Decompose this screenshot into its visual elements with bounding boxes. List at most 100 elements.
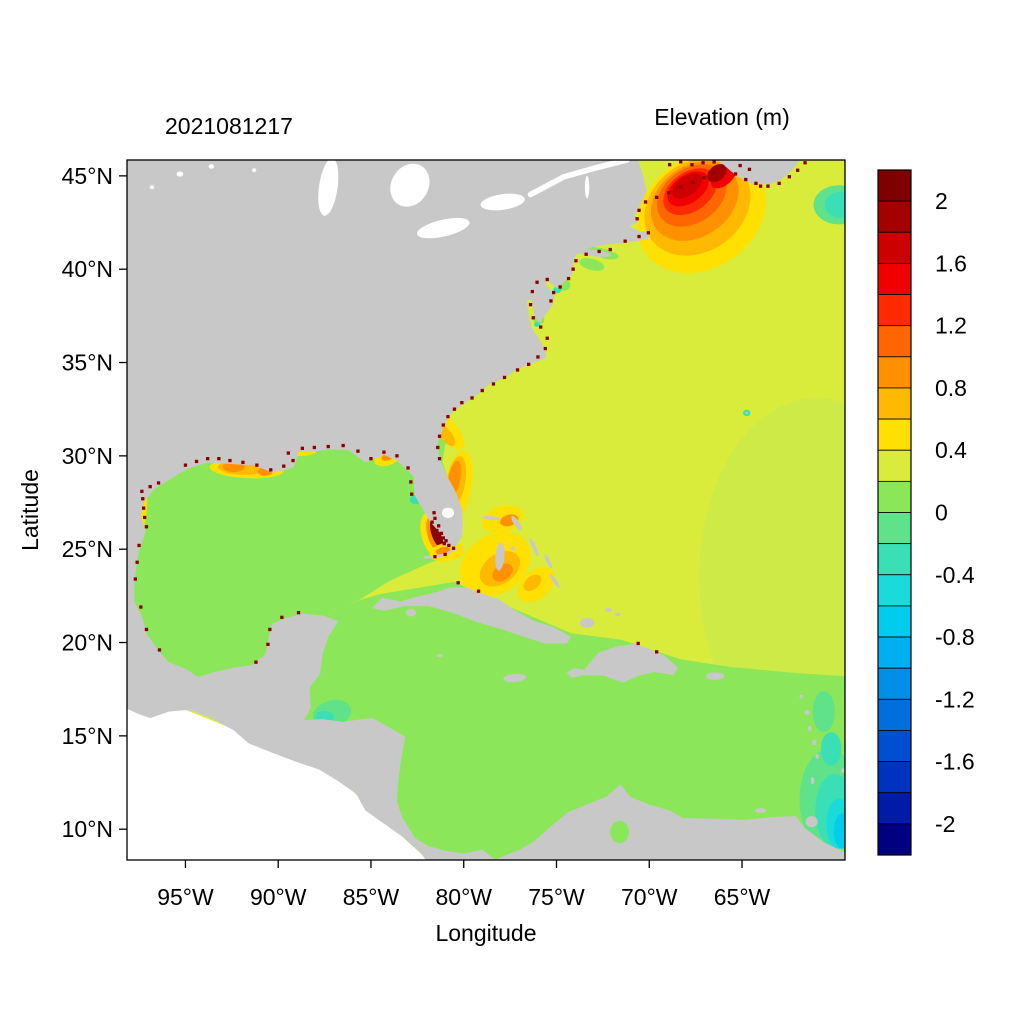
land-north-america <box>127 160 650 860</box>
colorbar-band <box>877 169 912 202</box>
flooded-coastal-cells <box>787 175 791 179</box>
flooded-coastal-cells <box>228 458 232 463</box>
colorbar-band <box>877 263 912 295</box>
gulf-of-mexico-band <box>127 433 460 693</box>
y-tick-label: 25°N <box>62 536 113 562</box>
land-turks <box>614 612 621 617</box>
colorbar-band <box>877 512 912 545</box>
flooded-coastal-cells <box>326 444 330 449</box>
flooded-coastal-cells <box>679 185 683 189</box>
flooded-coastal-cells <box>369 457 373 461</box>
flooded-coastal-cells <box>409 480 413 484</box>
flooded-coastal-cells <box>443 552 447 557</box>
land-abaco <box>511 516 522 531</box>
y-tick-label: 15°N <box>62 723 113 749</box>
colorbar-tick-label: 0.8 <box>935 375 967 401</box>
land-hispaniola <box>566 644 678 683</box>
colorbar-band <box>877 761 912 794</box>
x-axis-label: Longitude <box>435 920 536 946</box>
flooded-coastal-cells <box>668 163 672 167</box>
small-lake-4 <box>251 168 257 173</box>
land-cat-island <box>544 554 552 569</box>
flooded-coastal-cells <box>566 276 571 281</box>
small-lake-1 <box>176 171 184 177</box>
flooded-coastal-cells <box>535 280 539 284</box>
flooded-coastal-cells <box>406 466 410 470</box>
flooded-coastal-cells <box>141 497 145 501</box>
flooded-coastal-cells <box>643 200 648 204</box>
flooded-coastal-cells <box>667 191 671 195</box>
flooded-coastal-cells <box>437 457 442 461</box>
flooded-coastal-cells <box>194 459 199 464</box>
flooded-coastal-cells <box>286 451 290 455</box>
flooded-coastal-cells <box>712 170 716 174</box>
lake-okeechobee <box>441 507 455 518</box>
flooded-coastal-cells <box>437 434 442 438</box>
flooded-coastal-cells <box>530 289 534 294</box>
flooded-coastal-cells <box>441 536 445 540</box>
land-nova-scotia <box>717 160 800 185</box>
flooded-coastal-cells <box>435 528 439 533</box>
colorbar-tick-label: -0.8 <box>935 624 975 650</box>
land-south-america <box>493 784 845 860</box>
flooded-coastal-cells <box>584 252 588 256</box>
flooded-coastal-cells <box>266 642 270 646</box>
land-trinidad <box>805 816 818 828</box>
florida-keys <box>423 547 458 559</box>
flooded-coastal-cells <box>637 234 641 239</box>
flooded-coastal-cells <box>144 627 149 632</box>
land-new-providence <box>510 546 516 551</box>
colorbar-band <box>877 574 912 607</box>
chesapeake-teal <box>534 321 540 327</box>
land-cuba <box>371 587 572 644</box>
flooded-coastal-cells <box>143 515 147 520</box>
colorbar-band <box>877 418 912 451</box>
flooded-coastal-cells <box>502 375 507 380</box>
small-lake-3 <box>149 185 155 189</box>
y-tick-label: 40°N <box>62 256 113 282</box>
flooded-coastal-cells <box>637 208 641 212</box>
colorbar-tick-label: -1.6 <box>935 749 975 775</box>
flooded-coastal-cells <box>296 611 301 615</box>
caribbean-band <box>285 581 845 860</box>
flooded-coastal-cells <box>655 650 659 654</box>
flooded-coastal-cells <box>269 468 273 472</box>
flooded-coastal-cells <box>437 524 441 528</box>
land-margarita <box>755 808 767 813</box>
land-inagua <box>580 618 595 628</box>
colorbar-band <box>877 667 912 700</box>
flooded-coastal-cells <box>545 336 549 340</box>
flooded-coastal-cells <box>608 247 612 252</box>
flooded-coastal-cells <box>702 176 706 180</box>
colorbar-band <box>877 730 912 762</box>
flooded-coastal-cells <box>439 531 444 535</box>
x-tick-label: 95°W <box>157 884 214 910</box>
flooded-coastal-cells <box>491 382 496 386</box>
colorbar-band <box>877 387 912 420</box>
flooded-coastal-cells <box>701 161 705 165</box>
land-andros <box>495 542 505 571</box>
flooded-coastal-cells <box>460 401 464 405</box>
flooded-coastal-cells <box>766 184 770 188</box>
flooded-coastal-cells <box>300 446 304 450</box>
colorbar-band <box>877 698 912 731</box>
flooded-coastal-cells <box>341 443 345 448</box>
flooded-coastal-cells <box>539 325 543 329</box>
colorbar-band <box>877 294 912 327</box>
colorbar-band <box>877 605 912 638</box>
flooded-coastal-cells <box>636 641 640 646</box>
flooded-coastal-cells <box>442 541 446 546</box>
y-axis-label: Latitude <box>17 469 43 551</box>
flooded-coastal-cells <box>139 605 143 609</box>
nybight-green-1 <box>579 258 605 271</box>
flooded-coastal-cells <box>441 423 445 427</box>
flooded-coastal-cells <box>480 388 484 393</box>
flooded-coastal-cells <box>142 506 146 510</box>
colorbar-tick-label: 0.4 <box>935 437 967 463</box>
flooded-coastal-cells <box>268 627 272 632</box>
lake-maracaibo <box>610 820 629 844</box>
land-puerto-rico <box>705 672 725 680</box>
st-lawrence-river <box>527 160 630 198</box>
land-barbados <box>840 768 845 773</box>
